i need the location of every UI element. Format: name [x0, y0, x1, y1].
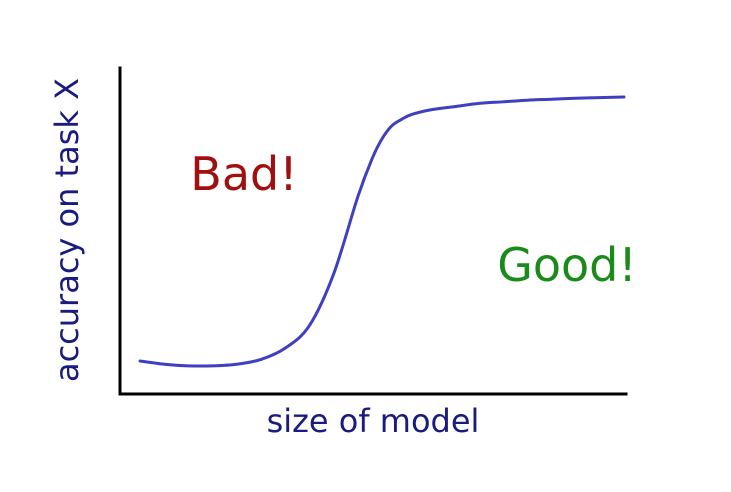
- series-group: [138, 95, 626, 368]
- plot-area: [118, 66, 628, 396]
- y-axis-label: accuracy on task X: [48, 78, 86, 382]
- annotation-good: Good!: [497, 238, 637, 292]
- annotation-bad: Bad!: [190, 147, 297, 201]
- series-line-0: [138, 95, 626, 368]
- x-axis-label: size of model: [267, 402, 480, 440]
